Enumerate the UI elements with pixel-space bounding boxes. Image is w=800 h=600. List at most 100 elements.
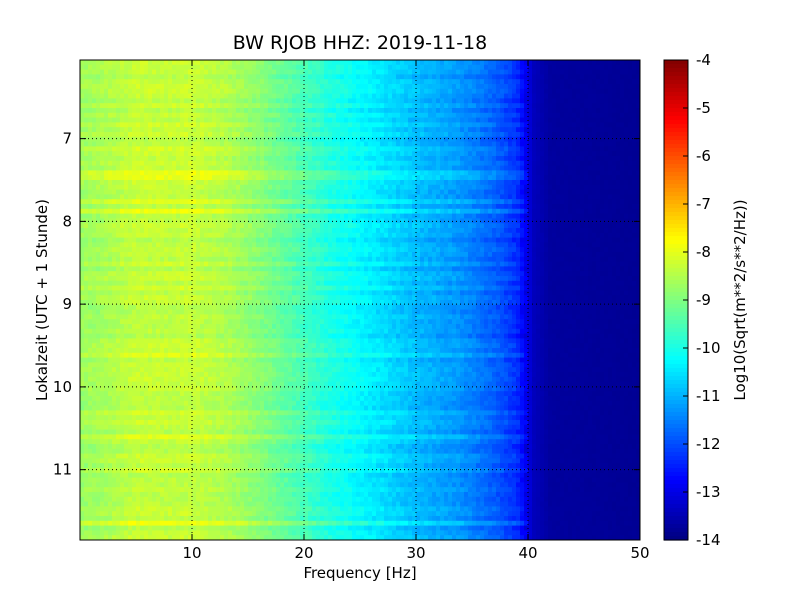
heatmap-cell [504,141,509,147]
heatmap-cell [312,103,317,109]
heatmap-cell [456,60,461,66]
heatmap-cell [452,117,457,123]
heatmap-cell [428,117,433,123]
heatmap-cell [512,112,517,119]
heatmap-cell [84,84,89,90]
heatmap-cell [388,93,393,99]
heatmap-cell [404,84,409,90]
heatmap-cell [600,60,605,66]
heatmap-cell [636,180,640,186]
heatmap-cell [348,127,353,133]
heatmap-cell [460,218,465,224]
heatmap-cell [380,184,385,191]
heatmap-cell [512,156,517,162]
heatmap-cell [80,117,85,123]
heatmap-cell [236,69,241,75]
heatmap-cell [200,151,205,157]
heatmap-cell [636,103,640,109]
heatmap-cell [244,141,249,147]
heatmap-cell [612,180,617,186]
heatmap-cell [472,141,477,147]
heatmap-cell [260,69,265,75]
heatmap-cell [264,194,269,200]
heatmap-cell [384,208,389,215]
heatmap-cell [244,175,249,181]
heatmap-cell [148,189,153,195]
heatmap-cell [268,160,273,167]
heatmap-cell [308,156,313,162]
heatmap-cell [560,136,565,143]
heatmap-cell [164,199,169,205]
heatmap-cell [632,160,637,167]
heatmap-cell [372,213,377,219]
heatmap-cell [332,127,337,133]
heatmap-cell [452,208,457,215]
heatmap-cell [392,208,397,215]
heatmap-cell [104,184,109,191]
heatmap-cell [376,189,381,195]
heatmap-cell [116,175,121,181]
heatmap-cell [208,194,213,200]
heatmap-cell [204,60,209,66]
heatmap-cell [540,79,545,85]
heatmap-cell [588,79,593,85]
heatmap-cell [628,204,633,210]
heatmap-cell [596,88,601,95]
heatmap-cell [100,170,105,176]
heatmap-cell [572,160,577,167]
heatmap-cell [416,108,421,114]
heatmap-cell [352,60,357,66]
heatmap-cell [540,84,545,90]
heatmap-cell [364,170,369,176]
heatmap-cell [248,208,253,215]
heatmap-cell [80,108,85,114]
heatmap-cell [480,194,485,200]
heatmap-cell [104,189,109,195]
heatmap-cell [152,189,157,195]
heatmap-cell [344,228,349,234]
heatmap-cell [152,204,157,210]
heatmap-cell [480,199,485,205]
heatmap-cell [252,103,257,109]
heatmap-cell [196,194,201,200]
heatmap-cell [328,112,333,119]
heatmap-cell [344,175,349,181]
heatmap-cell [300,88,305,95]
heatmap-cell [296,223,301,229]
heatmap-cell [156,204,161,210]
heatmap-cell [400,69,405,75]
heatmap-cell [384,165,389,171]
heatmap-cell [200,170,205,176]
heatmap-cell [224,170,229,176]
heatmap-cell [620,88,625,95]
heatmap-cell [600,127,605,133]
heatmap-cell [212,213,217,219]
heatmap-cell [272,112,277,119]
heatmap-cell [508,208,513,215]
heatmap-cell [80,208,85,215]
heatmap-cell [424,132,429,138]
heatmap-cell [384,84,389,90]
heatmap-cell [600,122,605,128]
heatmap-cell [220,93,225,99]
heatmap-cell [140,108,145,114]
heatmap-cell [376,213,381,219]
heatmap-cell [196,170,201,176]
heatmap-cell [276,151,281,157]
heatmap-cell [196,228,201,234]
heatmap-cell [272,74,277,80]
heatmap-cell [320,88,325,95]
heatmap-cell [632,112,637,119]
heatmap-cell [568,84,573,90]
heatmap-cell [560,223,565,229]
heatmap-cell [304,98,309,104]
heatmap-cell [488,103,493,109]
heatmap-cell [344,112,349,119]
heatmap-cell [280,84,285,90]
heatmap-cell [488,165,493,171]
heatmap-cell [236,189,241,195]
heatmap-cell [500,204,505,210]
heatmap-cell [500,79,505,85]
heatmap-cell [528,74,533,80]
heatmap-cell [568,93,573,99]
